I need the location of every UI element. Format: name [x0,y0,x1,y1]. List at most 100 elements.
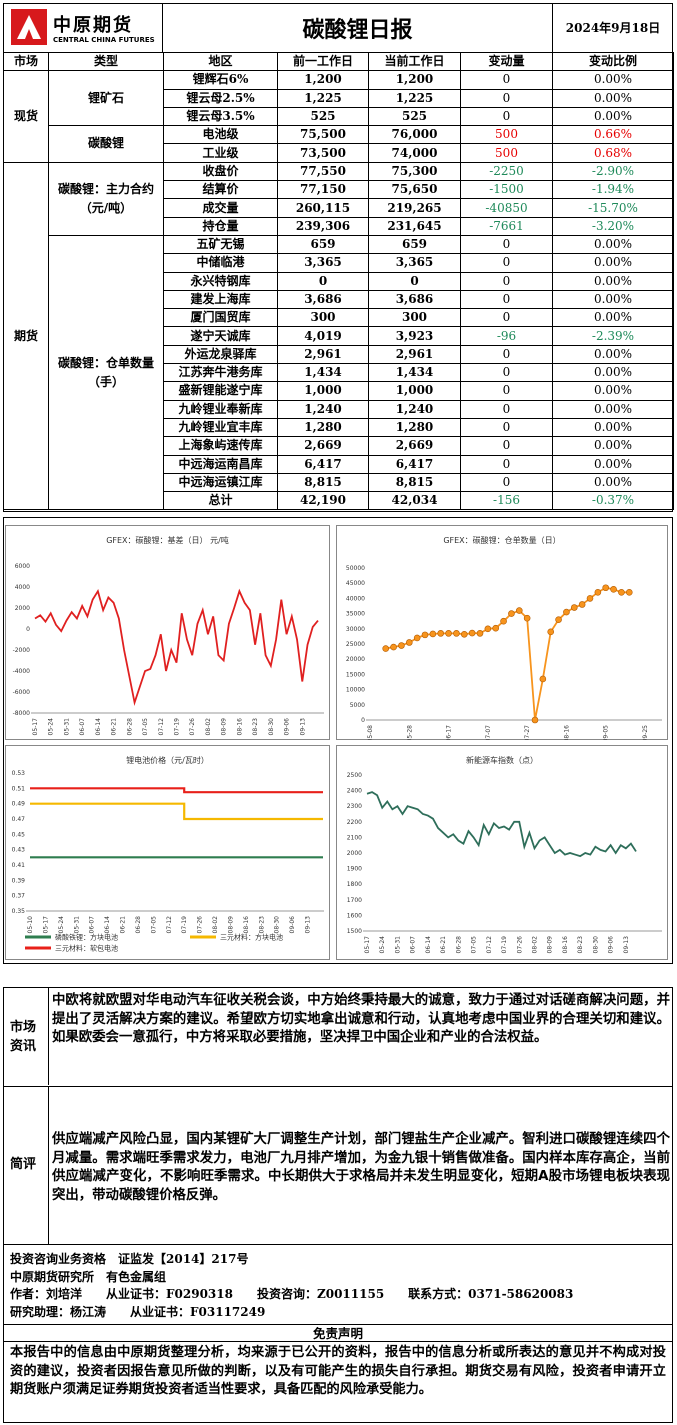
x-tick-label: 07-26 [189,718,196,736]
series-marker [476,630,484,637]
value-cell: 4,019 [277,326,369,346]
value-cell: -2250 [460,161,553,182]
logo: 中原期货 CENTRAL CHINA FUTURES [3,3,163,53]
table-row: 结算价 77,150 75,650 -1500 -1.94% [4,180,674,200]
value-cell: 中远海运南昌库 [163,454,278,474]
table-row: 碳酸锂 电池级 75,500 76,000 500 0.66% [4,125,674,163]
value-cell: 75,650 [368,180,461,200]
value-cell: 0 [460,454,553,474]
y-tick-label: 0 [361,717,365,724]
series-marker [468,629,476,637]
series-marker [500,617,507,625]
data-table: 市场 类型 地区 前一工作日 当前工作日 变动量 变动比例 现货 锂矿石 锂辉石6% 1,200 1,… [3,51,674,511]
chart-title: 锂电池价格（元/瓦时） [126,755,209,765]
value-cell: 工业级 [163,143,278,163]
value-cell: 0.00% [552,381,674,401]
comment-box: 简评 供应端减产风险凸显，国内某锂矿大厂调整生产计划，部门锂盐生产企业减产。智利… [3,1087,673,1245]
value-cell: 300 [368,308,461,328]
y-tick-label: 50000 [346,565,365,572]
y-tick-label: 0.49 [12,801,26,808]
chart: GFEX：碳酸锂：基差（日） 元/吨 -8000 -6000 -4000 -2000 0 2… [5,525,330,740]
value-cell: 0 [460,399,553,419]
x-tick-label: 08-23 [252,718,259,736]
value-cell: 77,550 [277,161,369,182]
x-tick-label: 05-31 [63,718,70,736]
x-tick-label: 06-14 [425,936,432,954]
x-tick-label: 07-05 [471,936,478,954]
chart-border [336,525,668,740]
value-cell: 3,365 [368,253,461,273]
series-marker [445,630,452,637]
series-marker [413,634,421,642]
footer-lines: 投资咨询业务资格 证监发【2014】217号 中原期货研究所 有色金属组 作者：刘培… [10,1251,573,1321]
value-cell: 遂宁天诚库 [163,326,278,346]
table-row: 建发上海库 3,686 3,686 0 0.00% [4,289,674,310]
table-row: 总计 42,190 42,034 -156 -0.37% [4,491,674,511]
value-cell: 525 [277,106,369,127]
table-row: 现货 锂矿石 锂辉石6% 1,200 1,200 0 0.00% [3,70,674,163]
y-tick-label: 2000 [347,850,362,857]
value-cell: 中远海运镇江库 [163,472,278,493]
y-tick-label: 1600 [347,912,362,919]
value-cell: 外运龙泉驿库 [163,344,278,365]
x-tick-label: 07-19 [181,916,188,934]
y-tick-label: 20000 [346,656,365,663]
value-cell: -3.20% [552,216,674,236]
footer-line: 作者：刘培洋 从业证书：F0290318 投资咨询：Z0011155 联系方式：… [10,1287,574,1301]
series-marker [563,608,570,616]
table-row: 碳酸锂：仓单数量（手） 五矿无锡 659 659 0 0.00% [4,234,674,511]
value-cell: 永兴特钢库 [163,271,278,291]
x-tick-label: 08-30 [592,936,599,954]
disclaimer-text: 本报告中的信息由中原期货整理分析，均来源于已公开的资料，报告中的信息分析或所表达… [10,1345,666,1398]
value-cell: 0.00% [552,399,674,419]
x-tick-label: 07-05 [150,916,157,934]
value-cell: 九岭锂业奉新库 [163,399,278,419]
x-tick-label: 05-28 [406,725,413,740]
value-cell: 0.66% [552,125,674,145]
chart: 锂电池价格（元/瓦时） 0.35 0.37 0.39 0.41 0.43 0.45 0.47 0… [5,745,330,960]
x-tick-label: 09-13 [623,936,630,954]
value-cell: 中储临港 [163,253,278,273]
x-tick-label: 06-21 [440,936,447,954]
value-cell: -0.37% [552,491,674,511]
value-cell: 1,434 [277,363,369,383]
value-cell: 盛新锂能遂宁库 [163,381,278,401]
column-header: 变动比例 [552,51,674,72]
value-cell: 0.00% [552,344,674,365]
value-cell: 8,815 [368,472,461,493]
type-cell: 碳酸锂：主力合约（元/吨） [48,161,164,236]
value-cell: 成交量 [163,198,278,218]
market-cell: 现货 [3,70,49,163]
y-tick-label: 1500 [347,928,362,935]
chart-border [5,745,330,960]
value-cell: 锂辉石6% [163,70,278,90]
market-cell: 期货 [3,161,49,511]
chart: GFEX：碳酸锂：仓单数量（日） 0 5000 10000 15000 20000 2500… [336,525,668,740]
x-tick-label: 07-26 [197,916,204,934]
value-cell: 0 [460,436,553,456]
value-cell: -2.90% [552,161,674,182]
value-cell: 2,669 [368,436,461,456]
legend-label: 磷酸铁锂：方块电池 [55,933,118,942]
type-cell: 碳酸锂：仓单数量（手） [48,234,164,511]
x-tick-label: 08-09 [227,916,234,934]
value-cell: 江苏奔牛港务库 [163,363,278,383]
table-row: 江苏奔牛港务库 1,434 1,434 0 0.00% [4,363,674,383]
y-tick-label: 2300 [347,803,362,810]
x-tick-label: 08-16 [236,718,243,736]
series-marker [539,675,547,683]
table-row: 期货 碳酸锂：主力合约（元/吨） 收盘价 77,550 75,300 -2250 -2.90… [3,161,674,511]
report-title: 碳酸锂日报 [302,18,413,43]
value-cell: 1,000 [368,381,461,401]
x-tick-label: 07-19 [501,936,508,954]
value-cell: 总计 [163,491,278,511]
news-box: 市场资讯 中欧将就欧盟对华电动汽车征收关税会谈，中方始终秉持最大的诚意，致力于通… [3,987,673,1087]
x-tick-label: 05-24 [48,718,55,736]
table-row: 上海象屿速传库 2,669 2,669 0 0.00% [4,436,674,456]
y-tick-label: 40000 [346,595,365,602]
value-cell: 0.00% [552,363,674,383]
x-tick-label: 05-24 [58,916,65,934]
x-tick-label: 06-21 [120,916,127,934]
value-cell: 6,417 [277,454,369,474]
table-row: 成交量 260,115 219,265 -40850 -15.70% [4,198,674,218]
